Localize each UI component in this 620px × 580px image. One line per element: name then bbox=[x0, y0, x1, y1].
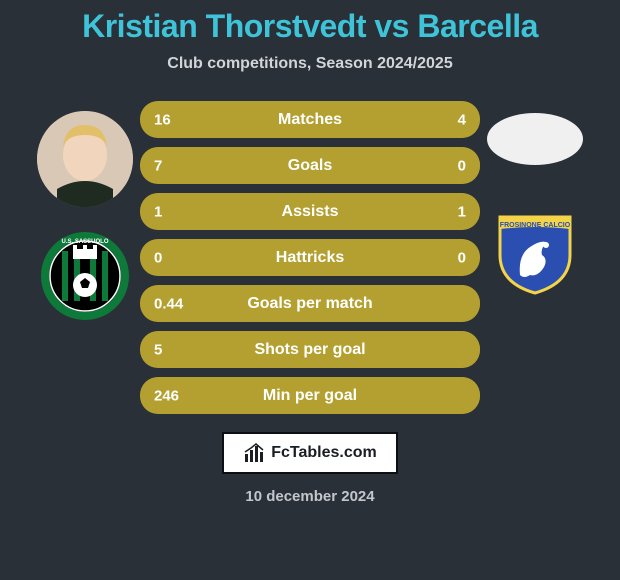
stat-value-left: 0 bbox=[154, 249, 162, 266]
comparison-card: Kristian Thorstvedt vs Barcella Club com… bbox=[0, 0, 620, 580]
svg-text:U.S. SASSUOLO: U.S. SASSUOLO bbox=[61, 239, 108, 245]
frosinone-badge-icon: FROSINONE CALCIO bbox=[490, 205, 580, 295]
stat-value-right: 0 bbox=[458, 157, 466, 174]
left-player-photo bbox=[37, 111, 133, 207]
avatar-icon bbox=[37, 111, 133, 207]
right-player-photo-placeholder bbox=[487, 113, 583, 165]
left-player-column: U.S. SASSUOLO bbox=[30, 101, 140, 321]
stat-label: Goals per match bbox=[247, 295, 372, 313]
page-title: Kristian Thorstvedt vs Barcella bbox=[82, 8, 538, 45]
date-text: 10 december 2024 bbox=[245, 488, 374, 505]
stat-value-right: 4 bbox=[458, 111, 466, 128]
left-club-badge: U.S. SASSUOLO bbox=[40, 231, 130, 321]
stat-label: Min per goal bbox=[263, 387, 357, 405]
stat-value-right: 1 bbox=[458, 203, 466, 220]
stat-value-left: 0.44 bbox=[154, 295, 183, 312]
svg-text:FROSINONE CALCIO: FROSINONE CALCIO bbox=[500, 222, 571, 229]
stat-bar: 0 0 Hattricks bbox=[140, 239, 480, 276]
stat-label: Assists bbox=[282, 203, 339, 221]
stat-bar: 246 Min per goal bbox=[140, 377, 480, 414]
stat-bar: 0.44 Goals per match bbox=[140, 285, 480, 322]
stat-bar: 7 0 Goals bbox=[140, 147, 480, 184]
stat-value-left: 5 bbox=[154, 341, 162, 358]
right-player-column: FROSINONE CALCIO bbox=[480, 101, 590, 295]
stat-value-left: 1 bbox=[154, 203, 162, 220]
main-row: U.S. SASSUOLO 16 4 Matches 7 0 Goals 1 1 Assists… bbox=[0, 101, 620, 414]
stat-label: Shots per goal bbox=[254, 341, 365, 359]
stat-label: Goals bbox=[288, 157, 332, 175]
stat-label: Hattricks bbox=[276, 249, 344, 267]
stat-fill-left bbox=[140, 101, 412, 138]
stat-bar: 1 1 Assists bbox=[140, 193, 480, 230]
brand-box[interactable]: FcTables.com bbox=[222, 432, 398, 474]
footer: FcTables.com 10 december 2024 bbox=[222, 432, 398, 505]
stat-value-left: 7 bbox=[154, 157, 162, 174]
page-subtitle: Club competitions, Season 2024/2025 bbox=[167, 55, 452, 73]
stat-value-left: 246 bbox=[154, 387, 179, 404]
chart-icon bbox=[243, 442, 265, 464]
sassuolo-badge-icon: U.S. SASSUOLO bbox=[40, 231, 130, 321]
stat-fill-right bbox=[412, 101, 480, 138]
right-club-badge: FROSINONE CALCIO bbox=[490, 205, 580, 295]
stat-bars: 16 4 Matches 7 0 Goals 1 1 Assists 0 0 Hattricks 0.4… bbox=[140, 101, 480, 414]
stat-label: Matches bbox=[278, 111, 342, 129]
stat-bar: 16 4 Matches bbox=[140, 101, 480, 138]
stat-value-left: 16 bbox=[154, 111, 171, 128]
stat-value-right: 0 bbox=[458, 249, 466, 266]
stat-bar: 5 Shots per goal bbox=[140, 331, 480, 368]
brand-text: FcTables.com bbox=[271, 444, 377, 462]
